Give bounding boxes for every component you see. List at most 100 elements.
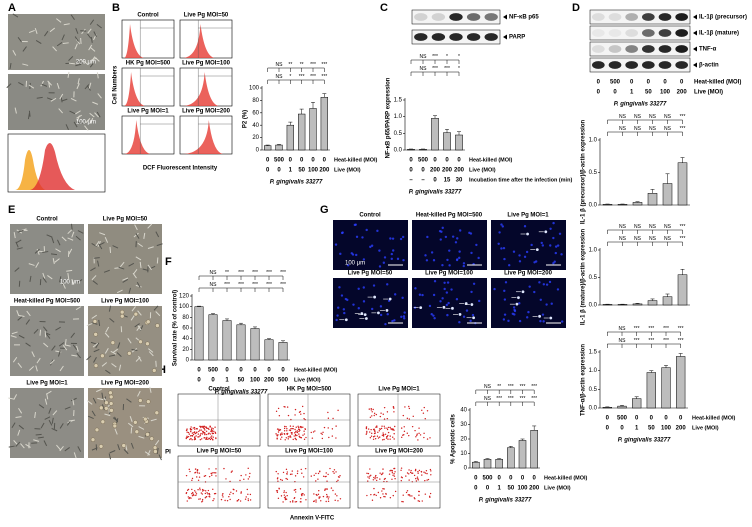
micrograph (10, 224, 84, 294)
event (367, 476, 369, 478)
bar (647, 193, 658, 206)
stained-cell (458, 313, 462, 316)
event (200, 492, 203, 494)
event (325, 472, 327, 474)
image-title: Control (359, 213, 381, 219)
blot-label: NF-κB p65 (509, 15, 539, 21)
significance-label: *** (252, 270, 258, 276)
event (247, 499, 250, 502)
y-tick-label: 40 (182, 336, 189, 342)
event (191, 432, 194, 434)
significance-label: *** (520, 384, 526, 390)
rounded-cell (108, 390, 113, 395)
event (191, 495, 194, 497)
cell (75, 63, 82, 67)
event (331, 435, 334, 437)
band (431, 13, 446, 21)
event (300, 498, 302, 500)
event (379, 472, 381, 474)
row-value: 0 (267, 368, 271, 374)
cell (17, 229, 24, 233)
event (407, 494, 410, 496)
band (431, 33, 446, 41)
fluorescence-image (333, 220, 408, 270)
significance-label: *** (634, 338, 640, 344)
cell (38, 250, 45, 253)
bar (431, 118, 439, 151)
cell (44, 398, 48, 405)
event (330, 487, 333, 489)
nucleus (401, 235, 405, 239)
nucleus (441, 226, 444, 230)
event (400, 479, 402, 482)
error-bar (508, 446, 513, 448)
event (224, 499, 226, 502)
event (212, 439, 214, 441)
cell (52, 46, 58, 52)
cell (25, 342, 31, 347)
event (199, 489, 201, 491)
histogram (124, 120, 151, 154)
cell (109, 318, 115, 323)
band (608, 29, 622, 37)
nucleus (507, 319, 510, 323)
row-value: 15 (444, 178, 451, 184)
event (293, 489, 296, 491)
cell (95, 342, 100, 349)
row-label: Live (MOI) (692, 425, 719, 431)
rounded-cell (143, 416, 148, 422)
nucleus (541, 244, 545, 247)
plot-title: Live Pg MOI=100 (182, 61, 231, 67)
bar (275, 144, 283, 151)
event (282, 471, 285, 474)
error-bar (485, 458, 490, 460)
event (192, 433, 195, 436)
error-bar (680, 269, 685, 275)
event (204, 475, 207, 477)
event (381, 434, 384, 437)
scale-bar-label: 100 μm (345, 261, 365, 267)
event (371, 415, 373, 417)
event (203, 475, 206, 477)
band (449, 33, 463, 41)
stained-cell (451, 306, 454, 310)
nucleus (444, 235, 448, 239)
cell (92, 342, 98, 348)
nucleus (465, 309, 469, 312)
cell (71, 231, 75, 238)
event (381, 490, 383, 492)
error-bar (634, 396, 639, 399)
event (406, 417, 409, 420)
bar (222, 320, 232, 361)
cell (48, 407, 52, 414)
significance-label: *** (680, 114, 686, 120)
cell (123, 449, 129, 455)
cell (156, 257, 159, 264)
event (296, 431, 299, 434)
cell (76, 121, 83, 124)
event (285, 437, 288, 439)
nucleus (362, 300, 366, 303)
band (608, 13, 622, 21)
event (412, 415, 414, 418)
event (335, 425, 337, 427)
cell (114, 428, 118, 435)
row-value: 500 (610, 80, 621, 86)
cell (77, 60, 84, 64)
event (382, 468, 384, 470)
band (592, 29, 605, 37)
stained-cell (544, 230, 548, 234)
cell (149, 386, 152, 393)
cell (56, 82, 60, 89)
cell (86, 355, 92, 361)
rounded-cell (98, 444, 104, 449)
cell (42, 272, 46, 279)
row-value: 0 (300, 158, 304, 164)
event (418, 490, 420, 493)
event (294, 501, 296, 503)
cell (8, 397, 15, 400)
cell (75, 27, 79, 34)
event (188, 433, 190, 435)
row-value: 1 (635, 426, 639, 432)
